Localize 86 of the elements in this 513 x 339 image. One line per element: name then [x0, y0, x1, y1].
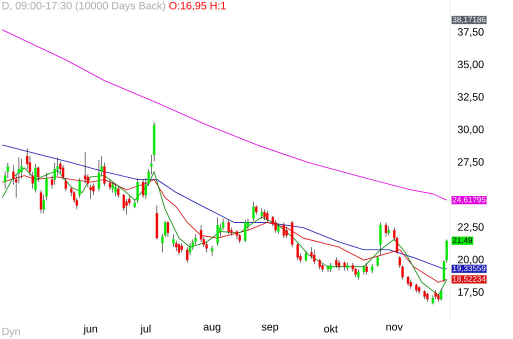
- x-tick-label: jul: [140, 324, 150, 335]
- candlestick: [290, 220, 294, 248]
- data-label: 24,61795: [452, 196, 486, 204]
- candlestick: [166, 220, 170, 238]
- candlestick: [236, 230, 238, 240]
- candlestick: [277, 223, 280, 234]
- candlestick: [40, 190, 42, 214]
- candlestick: [274, 220, 277, 234]
- y-tick-label: 27,50: [458, 158, 484, 168]
- candlestick: [362, 265, 366, 275]
- candlestick: [388, 226, 390, 236]
- candlestick: [263, 209, 266, 220]
- candlestick: [125, 198, 128, 215]
- line-series: [2, 144, 448, 270]
- candlestick: [266, 210, 268, 223]
- candlestick: [376, 256, 379, 267]
- text: Dyn: [2, 328, 20, 338]
- candlestick: [318, 258, 321, 270]
- candlestick: [252, 201, 255, 222]
- candlestick: [98, 160, 100, 192]
- candlestick: [343, 261, 346, 271]
- candlestick: [122, 194, 125, 211]
- x-tick-label: aug: [204, 324, 220, 333]
- candlestick: [186, 246, 188, 264]
- candlestick: [296, 242, 299, 260]
- x-tick-label: jun: [83, 324, 98, 335]
- candlestick: [238, 234, 241, 244]
- candlestick: [384, 222, 388, 238]
- candlestick: [304, 250, 308, 262]
- candlestick: [180, 242, 183, 253]
- y-tick-label: 35,00: [458, 60, 484, 70]
- data-label: 18,52234: [453, 276, 486, 283]
- candlestick: [227, 220, 230, 234]
- candlestick: [114, 183, 117, 197]
- candlestick: [426, 292, 429, 302]
- candlestick: [34, 164, 37, 193]
- candlestick: [406, 276, 410, 286]
- candlestick: [326, 265, 330, 272]
- y-tick-label: 32,50: [458, 93, 484, 102]
- candlestick: [172, 234, 175, 248]
- candlestick: [108, 179, 112, 190]
- candlestick: [142, 179, 144, 198]
- x-tick-label: okt: [324, 324, 338, 333]
- candlestick: [440, 288, 442, 301]
- candlestick: [379, 222, 382, 256]
- chart-title: D, 09:00-17:30 (10000 Days Back): [2, 2, 166, 12]
- candlestick: [313, 249, 316, 264]
- candlestick: [136, 178, 139, 204]
- candlestick: [78, 178, 81, 198]
- candlestick: [370, 264, 374, 274]
- candlestick: [423, 290, 426, 300]
- candlestick: [282, 222, 286, 238]
- candlestick: [330, 262, 332, 272]
- candlestick: [410, 279, 412, 290]
- candlestick: [244, 220, 246, 242]
- text: 38,17186: [452, 16, 486, 24]
- candlestick: [285, 227, 288, 238]
- candlestick: [62, 164, 64, 180]
- x-tick-label: nov: [386, 324, 403, 331]
- candlestick: [64, 178, 68, 192]
- candlestick: [112, 182, 114, 193]
- y-tick-label: 20,00: [458, 256, 484, 265]
- candlestick: [357, 268, 360, 280]
- candlestick: [92, 183, 95, 196]
- candlestick: [216, 216, 219, 246]
- y-tick-label: 17,50: [458, 288, 484, 298]
- candlestick: [117, 186, 120, 198]
- candlestick: [415, 283, 418, 293]
- candlestick: [210, 246, 214, 257]
- x-tick-label: sep: [262, 324, 278, 333]
- candlestick: [84, 152, 86, 184]
- chart-subtitle: O:16,95 H:1: [169, 2, 226, 11]
- y-tick-label: 22,50: [458, 223, 484, 232]
- y-tick-label: 30,00: [458, 126, 484, 134]
- candlestick: [365, 262, 368, 275]
- candlestick: [37, 166, 40, 182]
- candlestick: [335, 257, 338, 268]
- candlestick: [255, 205, 258, 215]
- line-series: [2, 30, 448, 200]
- data-label: 19,33559: [453, 266, 486, 272]
- candlestick: [260, 208, 263, 219]
- y-tick-label: 37,50: [458, 28, 484, 37]
- text: 21,49: [452, 237, 472, 244]
- candlestick: [178, 242, 180, 256]
- candlestick: [18, 157, 20, 184]
- candlestick: [338, 260, 340, 271]
